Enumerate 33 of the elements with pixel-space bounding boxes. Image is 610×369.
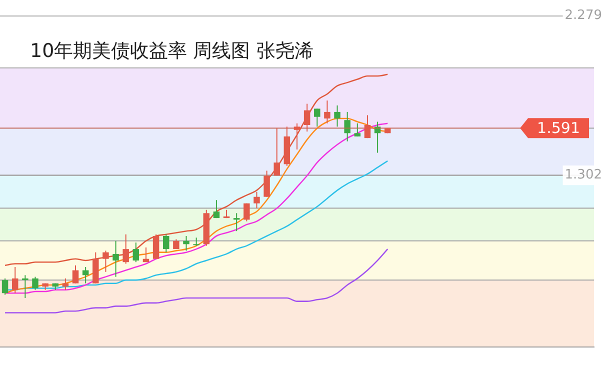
line-series xyxy=(4,248,388,314)
candlestick xyxy=(304,103,310,132)
candlestick xyxy=(32,276,38,290)
candlestick xyxy=(183,236,190,252)
candlestick xyxy=(264,170,270,198)
candlestick xyxy=(213,200,220,219)
candlestick xyxy=(132,242,140,263)
candlestick xyxy=(163,234,170,253)
candlestick xyxy=(354,122,361,137)
candlestick xyxy=(364,114,371,139)
text: 10年期美债收益率 周线图 张尧浠 xyxy=(30,39,314,64)
candlestick xyxy=(102,250,109,272)
candlestick xyxy=(254,191,260,209)
candlestick xyxy=(274,128,280,176)
line-series xyxy=(4,74,388,266)
candlestick xyxy=(324,100,330,124)
candlestick xyxy=(374,121,381,154)
candlestick xyxy=(152,234,160,260)
candlestick xyxy=(122,234,129,264)
candlestick xyxy=(244,202,250,222)
candlestick xyxy=(72,264,79,284)
candlestick xyxy=(12,266,18,294)
candlestick xyxy=(22,274,28,299)
y-tick-label: 1.302 xyxy=(564,168,602,183)
candlestick xyxy=(314,108,320,128)
y-tick-label: 2.279 xyxy=(564,8,602,24)
candlestick xyxy=(193,237,200,246)
candlestick xyxy=(344,111,350,142)
candlestick xyxy=(2,278,8,296)
candlestick xyxy=(294,122,300,150)
candlestick xyxy=(112,240,119,278)
candlestick xyxy=(334,104,340,128)
ref-line-label: 1.591 xyxy=(537,118,580,137)
